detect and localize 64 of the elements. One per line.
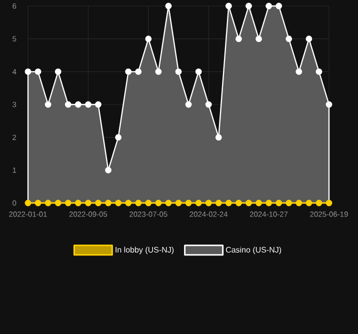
point xyxy=(54,68,62,75)
point xyxy=(205,101,212,108)
point xyxy=(95,101,102,108)
point xyxy=(256,200,262,206)
point xyxy=(165,200,172,206)
point xyxy=(195,68,202,75)
point xyxy=(326,101,332,108)
point xyxy=(306,36,312,42)
point xyxy=(326,200,332,206)
point xyxy=(105,200,112,206)
point xyxy=(125,68,132,75)
point xyxy=(175,68,182,75)
point xyxy=(34,68,42,75)
point xyxy=(316,68,322,75)
point xyxy=(225,2,232,10)
point xyxy=(256,36,262,42)
point xyxy=(185,200,192,206)
point xyxy=(266,2,272,10)
point xyxy=(195,200,202,206)
point xyxy=(286,200,292,206)
point xyxy=(135,200,142,206)
point xyxy=(34,200,42,206)
point xyxy=(64,101,72,108)
point xyxy=(24,200,32,206)
point xyxy=(145,200,152,206)
point xyxy=(155,200,162,206)
point xyxy=(185,101,192,108)
point xyxy=(85,101,92,108)
point xyxy=(225,200,232,206)
point xyxy=(246,200,252,206)
point xyxy=(286,36,292,42)
point xyxy=(115,200,122,206)
point xyxy=(85,200,92,206)
point xyxy=(145,36,152,42)
point xyxy=(135,68,142,75)
point xyxy=(306,200,312,206)
point xyxy=(175,200,182,206)
point xyxy=(115,134,122,141)
point xyxy=(64,200,72,206)
point xyxy=(44,101,52,108)
point xyxy=(24,68,32,75)
point xyxy=(105,166,112,174)
point xyxy=(155,68,162,75)
point xyxy=(74,101,82,108)
point xyxy=(95,200,102,206)
point xyxy=(236,36,242,42)
point xyxy=(276,2,282,10)
point xyxy=(296,68,302,75)
point xyxy=(296,200,302,206)
point xyxy=(205,200,212,206)
point xyxy=(54,200,62,206)
point xyxy=(316,200,322,206)
point xyxy=(74,200,82,206)
point xyxy=(246,2,252,10)
point xyxy=(266,200,272,206)
point xyxy=(215,134,222,141)
point xyxy=(276,200,282,206)
point xyxy=(236,200,242,206)
legend-label: Casino (US-NJ) xyxy=(226,246,282,254)
point xyxy=(44,200,52,206)
point xyxy=(215,200,222,206)
legend-label: In lobby (US-NJ) xyxy=(116,246,174,254)
point xyxy=(165,2,172,10)
point xyxy=(125,200,132,206)
